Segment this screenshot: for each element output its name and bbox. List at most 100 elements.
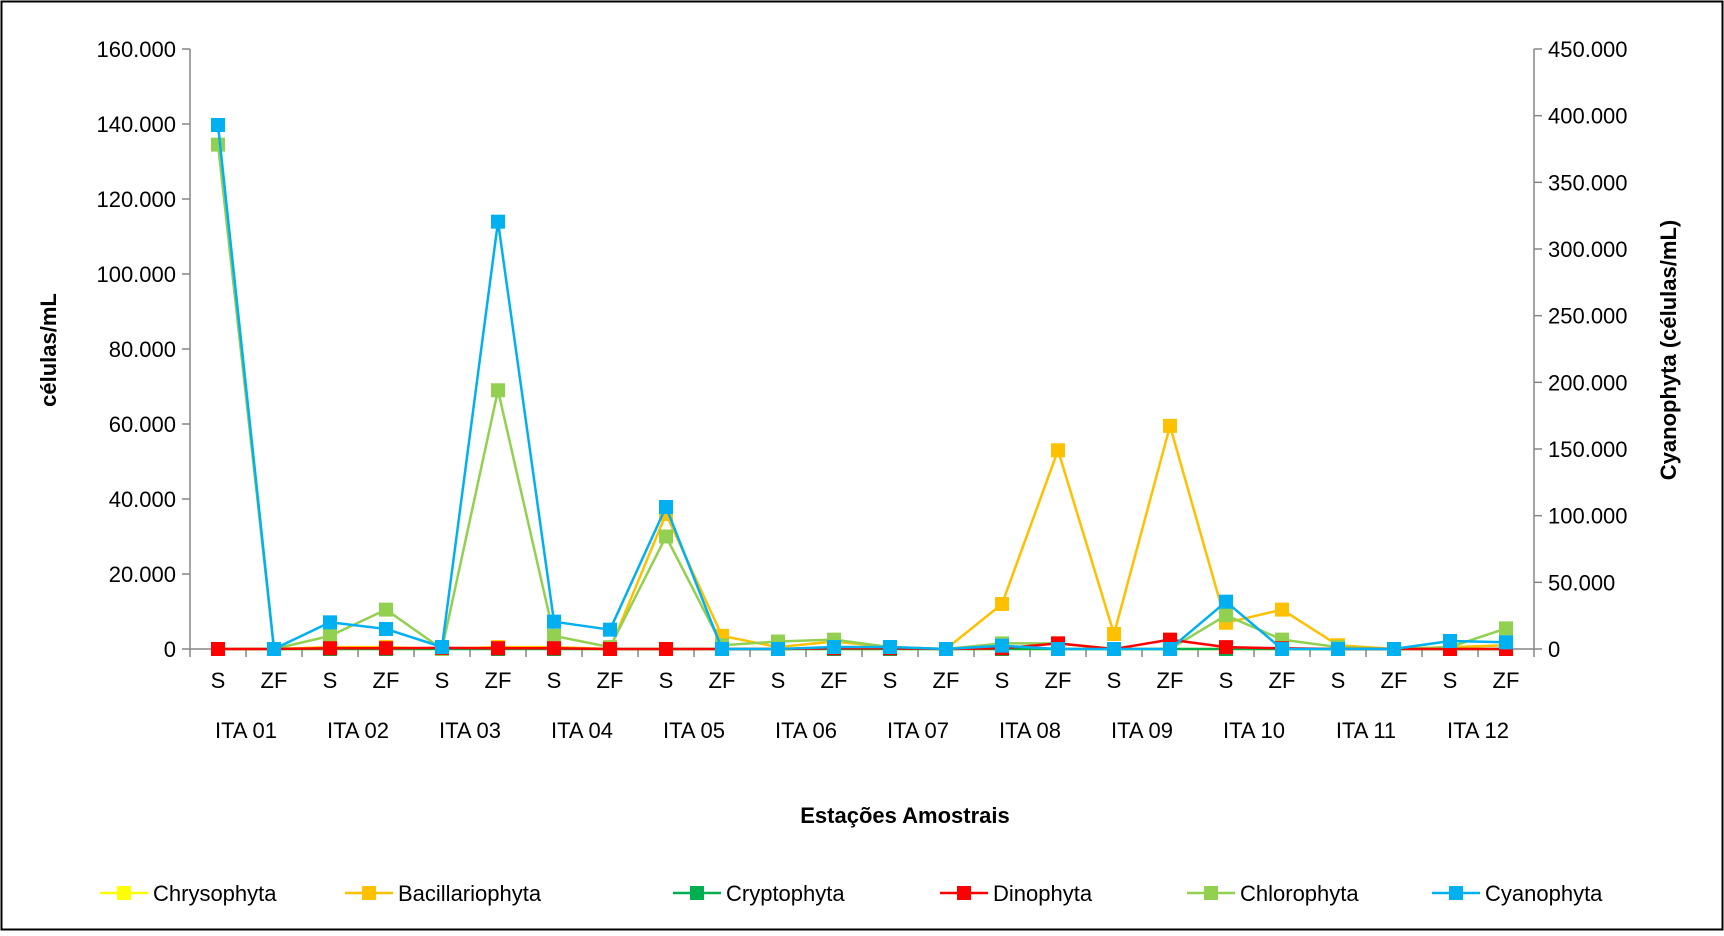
legend-item-chlorophyta: Chlorophyta	[1187, 881, 1359, 906]
x-category-label: ZF	[709, 668, 736, 693]
x-category-label: ZF	[485, 668, 512, 693]
data-point-cyanophyta	[1051, 642, 1065, 656]
x-category-label: ZF	[1157, 668, 1184, 693]
y2-tick-label: 0	[1548, 637, 1560, 662]
legend-label: Dinophyta	[993, 881, 1093, 906]
legend-label: Chlorophyta	[1240, 881, 1359, 906]
x-category-label: S	[659, 668, 674, 693]
data-point-cyanophyta	[827, 640, 841, 654]
legend-swatch-marker	[117, 886, 131, 900]
data-point-dinophyta	[491, 641, 505, 656]
data-point-dinophyta	[603, 642, 617, 656]
data-point-chlorophyta	[491, 383, 505, 398]
data-point-cyanophyta	[547, 614, 561, 629]
y-tick-label: 0	[164, 637, 176, 662]
data-point-chlorophyta	[323, 628, 337, 643]
x-group-label: ITA 01	[215, 718, 277, 743]
y-tick-label: 120.000	[96, 187, 176, 212]
data-point-chlorophyta	[659, 529, 673, 544]
data-point-cyanophyta	[883, 640, 897, 654]
y2-tick-label: 450.000	[1548, 37, 1628, 62]
x-category-label: S	[1107, 668, 1122, 693]
data-point-cyanophyta	[1275, 642, 1289, 656]
data-point-cyanophyta	[323, 615, 337, 630]
data-point-cyanophyta	[771, 642, 785, 656]
data-point-cyanophyta	[939, 642, 953, 656]
data-point-cyanophyta	[995, 638, 1009, 653]
y-tick-label: 140.000	[96, 112, 176, 137]
x-category-label: ZF	[261, 668, 288, 693]
data-point-cyanophyta	[1387, 642, 1401, 656]
x-category-label: ZF	[821, 668, 848, 693]
data-point-cyanophyta	[1443, 634, 1457, 648]
data-point-cyanophyta	[1107, 642, 1121, 656]
data-point-cyanophyta	[267, 642, 281, 656]
x-group-label: ITA 07	[887, 718, 949, 743]
y2-tick-label: 350.000	[1548, 170, 1628, 195]
x-category-label: S	[1219, 668, 1234, 693]
y-tick-label: 80.000	[109, 337, 176, 362]
x-group-label: ITA 04	[551, 718, 613, 743]
x-category-label: S	[1443, 668, 1458, 693]
data-point-cyanophyta	[715, 642, 729, 656]
legend-item-cryptophyta: Cryptophyta	[673, 881, 845, 906]
x-group-label: ITA 02	[327, 718, 389, 743]
x-group-label: ITA 10	[1223, 718, 1285, 743]
data-point-cyanophyta	[1331, 642, 1345, 656]
data-point-cyanophyta	[1499, 635, 1513, 650]
data-point-cyanophyta	[491, 214, 505, 229]
x-category-label: S	[323, 668, 338, 693]
series-line-chlorophyta	[216, 144, 1507, 651]
series-layer	[211, 118, 1513, 656]
legend-label: Chrysophyta	[153, 881, 277, 906]
y2-axis-title: Cyanophyta (células/mL)	[1656, 220, 1681, 480]
legend-swatch-marker	[1204, 886, 1218, 900]
y2-tick-label: 150.000	[1548, 437, 1628, 462]
data-point-dinophyta	[211, 642, 225, 656]
x-group-label: ITA 09	[1111, 718, 1173, 743]
x-group-label: ITA 12	[1447, 718, 1509, 743]
x-category-label: S	[771, 668, 786, 693]
x-group-label: ITA 08	[999, 718, 1061, 743]
data-point-dinophyta	[379, 641, 393, 656]
y-tick-label: 100.000	[96, 262, 176, 287]
x-group-label: ITA 11	[1336, 718, 1396, 743]
x-category-label: ZF	[1269, 668, 1296, 693]
legend-swatch-marker	[690, 886, 704, 900]
y2-tick-label: 300.000	[1548, 237, 1628, 262]
data-point-dinophyta	[1219, 640, 1233, 655]
y-tick-label: 160.000	[96, 37, 176, 62]
data-point-chlorophyta	[379, 602, 393, 617]
x-category-label: S	[211, 668, 226, 693]
data-point-cyanophyta	[659, 500, 673, 514]
x-group-label: ITA 06	[775, 718, 837, 743]
data-point-bacillariophyta	[1275, 602, 1289, 617]
x-category-label: S	[883, 668, 898, 693]
series-line-cyanophyta	[216, 124, 1507, 651]
x-category-label: S	[1331, 668, 1346, 693]
data-point-cyanophyta	[603, 622, 617, 637]
data-point-dinophyta	[547, 641, 561, 656]
data-point-dinophyta	[659, 642, 673, 656]
data-point-bacillariophyta	[995, 597, 1009, 611]
x-category-label: ZF	[597, 668, 624, 693]
legend-swatch-marker	[957, 886, 971, 900]
x-axis-title: Estações Amostrais	[800, 803, 1010, 828]
data-point-chlorophyta	[547, 628, 561, 643]
y2-tick-label: 200.000	[1548, 370, 1628, 395]
x-category-label: S	[995, 668, 1010, 693]
x-group-label: ITA 03	[439, 718, 501, 743]
data-point-cyanophyta	[1219, 594, 1233, 609]
legend-label: Cyanophyta	[1485, 881, 1603, 906]
x-category-label: ZF	[373, 668, 400, 693]
data-point-cyanophyta	[435, 640, 449, 654]
legend-item-cyanophyta: Cyanophyta	[1432, 881, 1603, 906]
legend-item-bacillariophyta: Bacillariophyta	[345, 881, 542, 906]
data-point-cyanophyta	[379, 622, 393, 636]
x-category-label: S	[435, 668, 450, 693]
legend-swatch-marker	[362, 886, 376, 900]
y2-tick-label: 100.000	[1548, 504, 1628, 529]
data-point-chlorophyta	[1219, 608, 1233, 623]
